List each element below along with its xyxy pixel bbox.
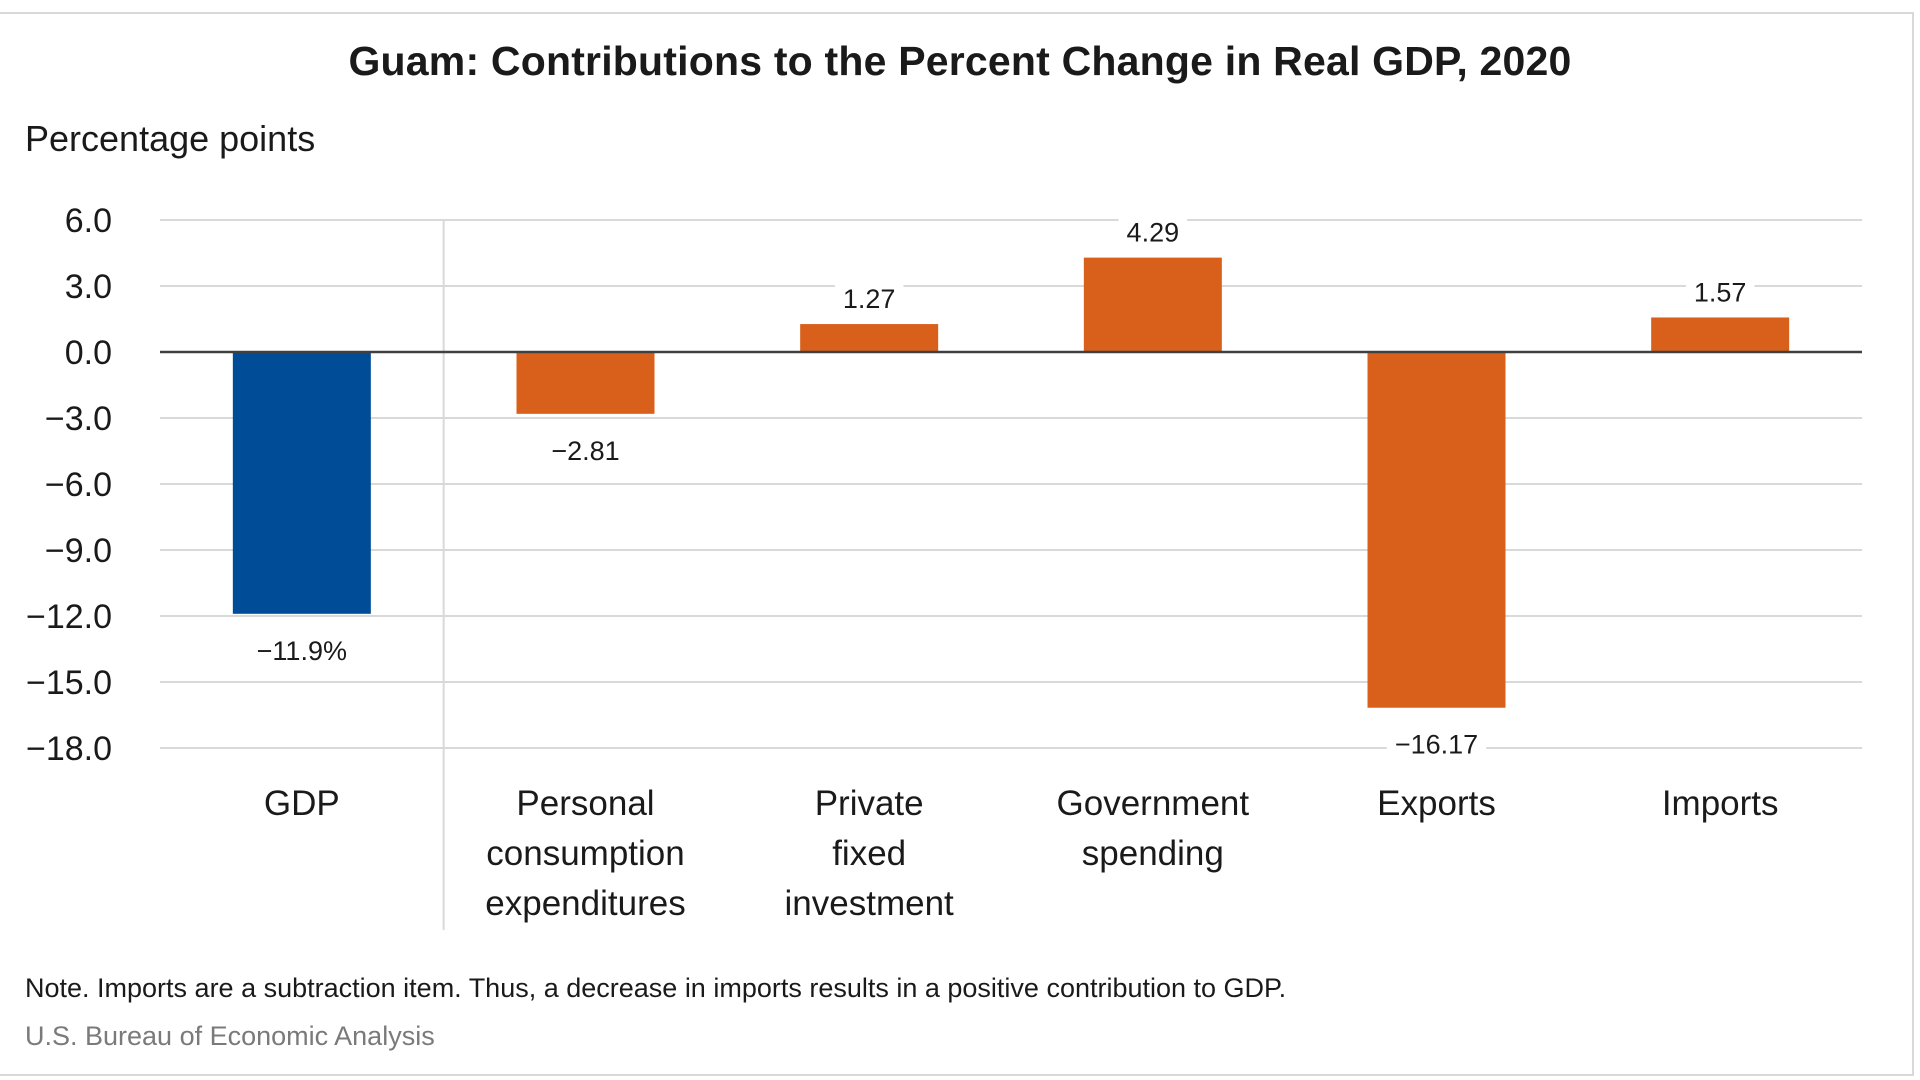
gridlines (160, 219, 1862, 930)
y-tick-label: −6.0 (45, 466, 112, 504)
x-category-labels: GDP Personal consumption expenditures Privat… (264, 784, 1779, 923)
y-tick-label: −18.0 (26, 730, 112, 768)
data-label: −16.17 (1395, 730, 1478, 760)
y-tick-label: 6.0 (65, 202, 112, 240)
bar (232, 352, 371, 614)
data-label: 1.57 (1694, 277, 1747, 307)
data-label: 1.27 (843, 284, 896, 314)
y-tick-label: −15.0 (26, 664, 112, 702)
x-category-label: Private (815, 784, 924, 823)
x-category-label: GDP (264, 784, 340, 823)
x-category-label: Exports (1377, 784, 1496, 823)
x-category-label: investment (785, 884, 955, 923)
x-category-label: consumption (486, 834, 684, 873)
data-label-background (834, 282, 904, 317)
data-label-background (1118, 215, 1188, 250)
x-category-label: Personal (516, 784, 654, 823)
x-category-label: expenditures (485, 884, 685, 923)
y-tick-label: −3.0 (45, 400, 112, 438)
y-tick-labels: 6.0 3.0 0.0 −3.0 −6.0 −9.0 −12.0 −15.0 −18.0 (26, 202, 112, 768)
data-labels: −11.9% −2.81 1.27 4.29 −16.17 1.57 (248, 215, 1755, 762)
x-category-label: Government (1057, 784, 1250, 823)
y-tick-label: 0.0 (65, 334, 112, 372)
data-label-background (543, 433, 628, 468)
chart-title: Guam: Contributions to the Percent Chang… (348, 38, 1572, 84)
data-label-background (1685, 275, 1755, 310)
bar (1651, 317, 1790, 352)
x-category-label: fixed (832, 834, 906, 873)
bar (800, 324, 939, 352)
data-label-background (1386, 727, 1487, 762)
data-label: −11.9% (257, 636, 347, 666)
y-tick-label: −9.0 (45, 532, 112, 570)
x-category-label: Imports (1662, 784, 1779, 823)
y-tick-label: 3.0 (65, 268, 112, 306)
bar (1083, 257, 1222, 352)
data-label: −2.81 (551, 436, 619, 466)
y-axis-label: Percentage points (25, 118, 316, 159)
bar (516, 352, 655, 414)
chart-source: U.S. Bureau of Economic Analysis (25, 1021, 435, 1051)
chart-note: Note. Imports are a subtraction item. Th… (25, 973, 1287, 1003)
x-category-label: spending (1082, 834, 1224, 873)
data-label-background (248, 633, 355, 668)
y-tick-label: −12.0 (26, 598, 112, 636)
data-label: 4.29 (1127, 218, 1180, 248)
bar (1367, 352, 1506, 708)
bars (160, 257, 1862, 708)
